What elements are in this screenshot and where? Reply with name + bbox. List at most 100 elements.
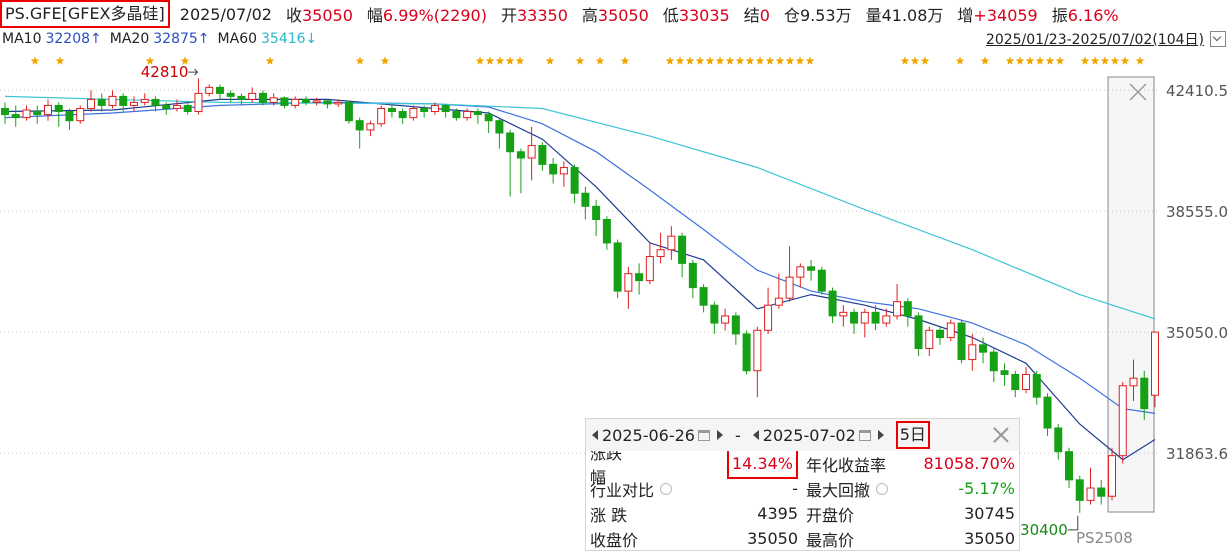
candle-body	[76, 107, 85, 122]
ma-value: 35416↓	[261, 31, 318, 47]
event-star	[775, 56, 785, 65]
panel-header: 2025-06-26 - 2025-07-02 5日	[586, 419, 1019, 451]
event-star	[675, 56, 685, 65]
date-range[interactable]: 2025/01/23-2025/07/02(104日)	[985, 32, 1204, 48]
next-day[interactable]	[877, 430, 884, 440]
date: 2025/07/02	[179, 4, 272, 24]
candle-body	[624, 273, 633, 292]
candle-body	[215, 86, 224, 94]
ma-legend-bar: MA10 32208↑ MA20 32875↑ MA60 35416↓ 2025/01/23…	[0, 28, 1230, 50]
period-button[interactable]: 5日	[895, 421, 930, 449]
quote-field: 振6.16%	[1052, 2, 1119, 26]
symbol: PS.GFE[GFEX多晶硅]	[0, 0, 170, 28]
event-star	[920, 56, 930, 65]
candle-body	[602, 219, 611, 244]
field-value: 35050	[302, 6, 353, 25]
candle-body	[850, 311, 859, 324]
contract-label: PS2508	[1076, 529, 1133, 547]
quote-field: 收35050	[286, 2, 353, 26]
candle-body	[366, 123, 375, 131]
stat-label: 最高价	[806, 527, 854, 551]
help-icon[interactable]	[660, 482, 673, 495]
candle-body	[914, 315, 923, 350]
event-star	[805, 56, 815, 65]
candle-body	[1, 107, 9, 116]
candle-body	[796, 266, 805, 278]
candle-body	[1118, 385, 1127, 457]
candle-body	[452, 111, 461, 119]
candle-body	[592, 205, 601, 221]
range-dropdown[interactable]	[1210, 31, 1226, 47]
candle-body	[129, 101, 138, 106]
event-star	[380, 56, 390, 65]
candle-body	[86, 98, 95, 109]
candle-body	[258, 92, 267, 103]
event-star	[475, 56, 485, 65]
candle-body	[731, 315, 740, 335]
stat-cell: 涨 跌 4395	[586, 502, 802, 526]
high-annotation: 42810	[141, 63, 189, 81]
calendar-icon[interactable]	[858, 429, 871, 441]
event-star	[30, 56, 40, 65]
field-label: 仓	[783, 6, 800, 25]
candle-body	[645, 256, 654, 282]
candle-body	[828, 290, 837, 317]
candle-body	[1065, 451, 1074, 481]
help-icon[interactable]	[876, 482, 889, 495]
event-star	[1110, 56, 1120, 65]
field-value: +34059	[973, 6, 1038, 25]
field-label: 结	[743, 6, 760, 25]
end-date: 2025-07-02	[762, 425, 856, 445]
stat-value: 35050	[964, 529, 1015, 548]
y-tick-label: 42410.5	[1166, 82, 1228, 100]
candle-body	[699, 287, 708, 306]
candle-body	[323, 100, 332, 105]
candle-body	[441, 104, 450, 113]
stat-cell: 最大回撤 -5.17%	[802, 477, 1019, 501]
stat-value: 35050	[747, 529, 798, 548]
event-star	[1080, 56, 1090, 65]
next-day[interactable]	[716, 430, 723, 440]
field-value: 9.53万	[799, 6, 852, 25]
event-star	[1055, 56, 1065, 65]
candle-body	[1054, 427, 1063, 453]
close-selection[interactable]	[1129, 83, 1147, 101]
candle-body	[667, 235, 676, 251]
calendar-icon[interactable]	[697, 429, 710, 441]
stat-value: 81058.70%	[923, 454, 1015, 473]
stat-label-text: 涨 跌	[590, 505, 628, 525]
candle-body	[248, 92, 257, 100]
event-star	[515, 56, 525, 65]
range-sep: -	[734, 425, 741, 445]
prev-day[interactable]	[592, 430, 598, 440]
candle-body	[774, 297, 783, 306]
candle-body	[817, 269, 826, 292]
event-star	[55, 56, 65, 65]
candle-body	[678, 235, 687, 264]
candle-body	[613, 242, 622, 292]
candle-body	[957, 322, 966, 361]
prev-day[interactable]	[752, 430, 759, 440]
close-panel[interactable]	[993, 427, 1009, 443]
stat-label: 年化收益率	[806, 452, 886, 476]
stat-value: 14.34%	[726, 448, 798, 479]
field-value: 33035	[678, 6, 730, 25]
event-star	[1015, 56, 1025, 65]
field-label: 低	[662, 6, 679, 25]
candle-body	[162, 104, 171, 109]
candle-body	[355, 120, 364, 131]
candle-body	[764, 304, 773, 331]
candle-body	[269, 97, 278, 103]
event-star	[1090, 56, 1100, 65]
event-star	[955, 56, 965, 65]
candle-body	[33, 111, 42, 116]
stat-value: -5.17%	[958, 479, 1015, 498]
stat-label-text: 开盘价	[806, 505, 855, 525]
candle-body	[656, 249, 665, 258]
event-star	[545, 56, 555, 65]
stat-value: 4395	[757, 504, 798, 523]
event-star	[715, 56, 725, 65]
quote-field: 结0	[744, 2, 770, 26]
candle-body	[527, 144, 536, 159]
